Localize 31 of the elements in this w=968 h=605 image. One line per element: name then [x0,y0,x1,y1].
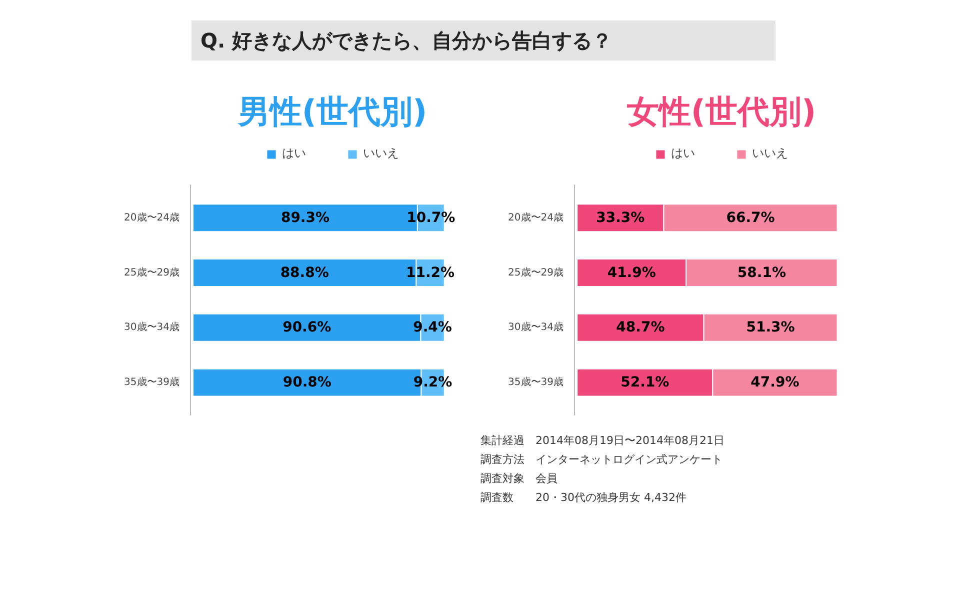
legend-label: はい [671,145,695,162]
text: 調査数 20・30代の独身男女 4,432件 [480,491,686,504]
text: Q. 好きな人ができたら、自分から告白する？ [200,28,612,52]
y-tick-label: 20歳〜24歳 [508,211,564,224]
y-tick-label: 30歳〜34歳 [124,321,180,334]
chart-title: 男性(世代別) [236,92,428,130]
data-label: 58.1% [737,264,786,281]
data-label: 51.3% [746,320,795,336]
legend-label: いいえ [752,145,788,162]
data-label: 33.3% [596,210,645,226]
data-label: 52.1% [620,374,670,391]
y-tick-label: 25歳〜29歳 [508,266,564,278]
y-tick-label: 30歳〜34歳 [508,321,564,334]
data-label: 47.9% [750,374,800,391]
legend-label: いいえ [363,145,399,162]
text: 調査対象 会員 [480,472,558,485]
data-label: 90.8% [282,374,332,391]
data-label: 90.6% [282,320,332,336]
y-tick-label: 35歳〜39歳 [508,376,564,388]
text: 集計経過 2014年08月19日〜2014年08月21日 [480,434,724,447]
y-tick-label: 35歳〜39歳 [124,376,180,388]
legend-label: はい [282,145,306,162]
data-label: 89.3% [280,210,330,226]
data-label: 66.7% [726,210,775,226]
text: 調査方法 インターネットログイン式アンケート [480,453,722,466]
y-tick-label: 25歳〜29歳 [124,266,180,278]
data-label: 41.9% [607,264,656,281]
chart-title: 女性(世代別) [626,92,816,130]
y-tick-label: 20歳〜24歳 [124,211,180,224]
data-label: 88.8% [280,264,329,281]
data-label: 48.7% [616,320,665,336]
